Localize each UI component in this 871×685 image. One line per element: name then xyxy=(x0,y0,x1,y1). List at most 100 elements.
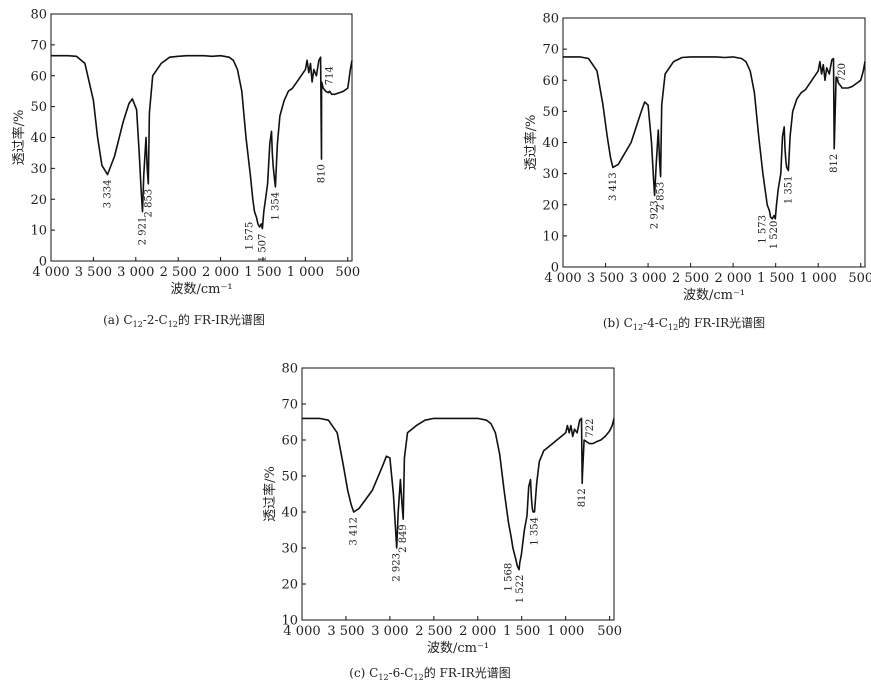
x-tick-label: 2 500 xyxy=(672,271,709,286)
peak-label: 720 xyxy=(837,63,848,82)
x-axis-label: 波数/cm⁻¹ xyxy=(683,288,745,303)
x-tick-label: 3 000 xyxy=(629,271,666,286)
peak-label: 812 xyxy=(829,154,840,173)
y-tick-label: 50 xyxy=(281,470,298,485)
y-tick-label: 10 xyxy=(542,229,559,244)
chart-panel-0: 0 10 20 30 40 50 60 70 80 4 000 3 500 3 000 2 500 2 0… xyxy=(11,8,360,330)
chart-panel-1: 0 10 20 30 40 50 60 70 80 4 000 3 500 3 000 2 500 2 0… xyxy=(523,12,871,333)
caption-text: -6-C xyxy=(389,666,414,680)
y-tick-label: 70 xyxy=(30,38,47,53)
y-axis-label: 透过率/% xyxy=(523,115,539,171)
peak-label: 722 xyxy=(585,419,596,438)
x-tick-label: 3 000 xyxy=(371,624,408,639)
y-tick-label: 40 xyxy=(542,136,559,151)
x-tick-label: 3 000 xyxy=(117,265,154,280)
y-tick-label: 80 xyxy=(30,8,47,23)
y-tick-label: 80 xyxy=(542,12,559,27)
peak-label: 3 334 xyxy=(102,180,113,209)
x-tick-label: 3 500 xyxy=(327,624,364,639)
peak-label: 714 xyxy=(325,66,336,85)
peak-label: 1 507 xyxy=(257,234,268,263)
x-tick-label: 4 000 xyxy=(283,624,320,639)
x-tick-label: 500 xyxy=(335,265,360,280)
x-tick-label: 4 000 xyxy=(32,265,69,280)
y-axis-label: 透过率/% xyxy=(262,466,278,522)
y-tick-label: 60 xyxy=(281,434,298,449)
x-tick-label: 2 000 xyxy=(459,624,496,639)
x-tick-label: 1 000 xyxy=(287,265,324,280)
figure-caption: (a) C12-2-C12的 FR-IR光谱图 xyxy=(103,312,265,329)
y-tick-label: 50 xyxy=(542,105,559,120)
spectrum-line xyxy=(563,56,866,220)
y-tick-label: 30 xyxy=(281,542,298,557)
caption-subscript: 12 xyxy=(414,673,424,682)
caption-text: -2-C xyxy=(143,313,168,327)
x-tick-label: 1 500 xyxy=(757,271,794,286)
peak-label: 1 520 xyxy=(769,221,780,250)
x-tick-label: 3 500 xyxy=(587,271,624,286)
peak-label: 810 xyxy=(316,164,327,183)
peak-label: 2 853 xyxy=(656,182,667,211)
x-axis-label: 波数/cm⁻¹ xyxy=(170,282,232,297)
caption-text: (c) C xyxy=(349,666,378,680)
y-tick-label: 60 xyxy=(542,74,559,89)
figure-caption: (b) C12-4-C12的 FR-IR光谱图 xyxy=(603,315,765,332)
x-tick-label: 500 xyxy=(848,271,871,286)
y-tick-label: 70 xyxy=(542,43,559,58)
chart-panel-2: 10 20 30 40 50 60 70 80 4 000 3 500 3 000 2 500 2 00… xyxy=(262,362,622,683)
plot-frame xyxy=(301,367,615,621)
peak-label: 2 853 xyxy=(143,189,154,218)
figure-caption: (c) C12-6-C12的 FR-IR光谱图 xyxy=(349,665,510,682)
x-axis-label: 波数/cm⁻¹ xyxy=(427,641,489,656)
plot-frame xyxy=(50,13,353,262)
x-tick-label: 1 000 xyxy=(800,271,837,286)
y-tick-label: 40 xyxy=(30,131,47,146)
x-tick-label: 2 000 xyxy=(715,271,752,286)
spectrum-line xyxy=(302,417,615,571)
y-tick-label: 10 xyxy=(281,614,298,629)
peak-label: 1 354 xyxy=(270,192,281,221)
x-tick-label: 4 000 xyxy=(544,271,581,286)
peak-label: 3 413 xyxy=(608,172,619,201)
x-tick-label: 500 xyxy=(597,624,622,639)
x-tick-label: 2 500 xyxy=(415,624,452,639)
y-tick-label: 20 xyxy=(30,193,47,208)
caption-subscript: 12 xyxy=(168,320,178,329)
y-tick-label: 0 xyxy=(39,255,47,270)
peak-label: 1 351 xyxy=(783,176,794,205)
caption-text: 的 FR-IR光谱图 xyxy=(424,665,511,680)
y-tick-label: 40 xyxy=(281,506,298,521)
peak-label: 1 568 xyxy=(504,563,515,592)
y-tick-label: 10 xyxy=(30,224,47,239)
y-tick-label: 70 xyxy=(281,398,298,413)
peak-label: 2 849 xyxy=(398,524,409,553)
caption-text: (b) C xyxy=(603,316,633,330)
x-tick-label: 1 500 xyxy=(244,265,281,280)
peak-label: 2 923 xyxy=(650,200,661,229)
y-tick-label: 0 xyxy=(551,261,559,276)
caption-text: 的 FR-IR光谱图 xyxy=(178,312,265,327)
x-tick-label: 2 500 xyxy=(160,265,197,280)
x-tick-label: 3 500 xyxy=(75,265,112,280)
caption-subscript: 12 xyxy=(668,323,678,332)
y-tick-label: 20 xyxy=(281,578,298,593)
y-tick-label: 20 xyxy=(542,198,559,213)
x-tick-label: 1 000 xyxy=(547,624,584,639)
peak-label: 1 575 xyxy=(245,222,256,251)
y-tick-label: 30 xyxy=(30,162,47,177)
caption-text: -4-C xyxy=(643,316,668,330)
y-axis-label: 透过率/% xyxy=(11,110,27,166)
caption-text: 的 FR-IR光谱图 xyxy=(678,315,765,330)
y-tick-label: 30 xyxy=(542,167,559,182)
peak-label: 2 923 xyxy=(392,553,403,582)
caption-text: (a) C xyxy=(103,313,133,327)
y-tick-label: 60 xyxy=(30,69,47,84)
peak-label: 1 573 xyxy=(757,215,768,244)
caption-subscript: 12 xyxy=(633,323,643,332)
x-tick-label: 2 000 xyxy=(202,265,239,280)
peak-label: 2 921 xyxy=(137,217,148,246)
peak-label: 812 xyxy=(577,488,588,507)
spectrum-line xyxy=(51,54,353,230)
peak-label: 1 522 xyxy=(515,575,526,604)
